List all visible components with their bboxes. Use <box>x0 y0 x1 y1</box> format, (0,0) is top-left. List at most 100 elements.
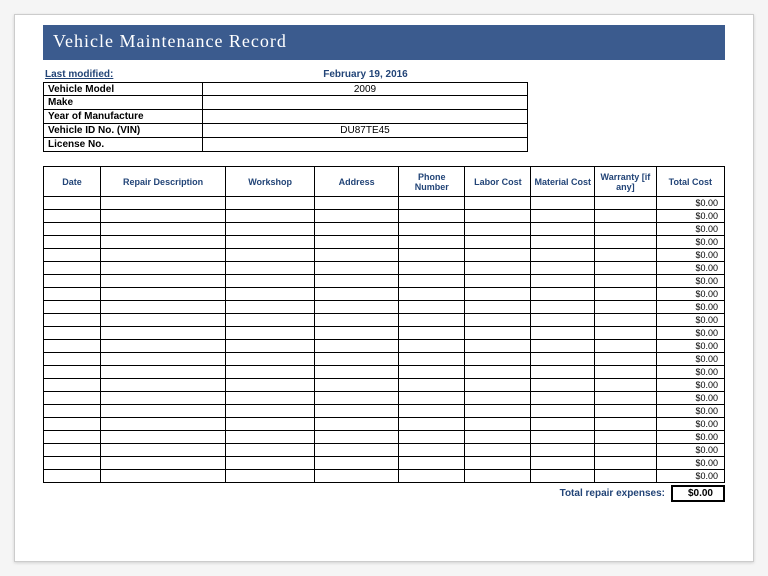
table-cell <box>226 405 315 418</box>
table-cell <box>595 392 656 405</box>
table-cell <box>315 470 399 483</box>
table-cell <box>531 288 595 301</box>
table-cell <box>315 418 399 431</box>
table-cell <box>399 457 465 470</box>
table-cell <box>226 418 315 431</box>
table-row: $0.00 <box>44 288 725 301</box>
table-cell <box>531 262 595 275</box>
table-cell <box>465 327 531 340</box>
table-header-row: DateRepair DescriptionWorkshopAddressPho… <box>44 167 725 197</box>
table-cell <box>100 392 225 405</box>
table-cell <box>531 353 595 366</box>
table-cell <box>531 210 595 223</box>
table-cell <box>399 210 465 223</box>
table-row: $0.00 <box>44 405 725 418</box>
table-cell <box>595 288 656 301</box>
table-cell <box>226 340 315 353</box>
table-cell <box>595 197 656 210</box>
table-cell <box>595 301 656 314</box>
table-cell <box>399 275 465 288</box>
license-value <box>203 138 528 152</box>
table-cell <box>595 353 656 366</box>
table-cell <box>465 444 531 457</box>
table-row: $0.00 <box>44 327 725 340</box>
table-cell <box>399 392 465 405</box>
table-cell <box>531 223 595 236</box>
table-row: $0.00 <box>44 379 725 392</box>
table-cell <box>531 457 595 470</box>
year-value <box>203 110 528 124</box>
table-cell <box>44 379 101 392</box>
table-cell <box>531 327 595 340</box>
table-row: $0.00 <box>44 262 725 275</box>
table-cell <box>315 275 399 288</box>
column-header: Workshop <box>226 167 315 197</box>
table-cell: $0.00 <box>656 366 724 379</box>
table-cell <box>226 327 315 340</box>
table-cell: $0.00 <box>656 327 724 340</box>
table-cell <box>465 470 531 483</box>
table-cell <box>465 405 531 418</box>
table-cell: $0.00 <box>656 444 724 457</box>
table-cell <box>315 301 399 314</box>
table-cell <box>595 431 656 444</box>
table-cell <box>315 431 399 444</box>
table-cell <box>226 249 315 262</box>
table-cell <box>44 405 101 418</box>
table-cell <box>531 418 595 431</box>
table-cell <box>226 314 315 327</box>
table-cell <box>226 366 315 379</box>
table-cell <box>465 223 531 236</box>
table-cell <box>44 197 101 210</box>
table-cell <box>100 275 225 288</box>
table-cell <box>100 236 225 249</box>
table-cell: $0.00 <box>656 236 724 249</box>
table-cell <box>531 379 595 392</box>
table-cell <box>226 379 315 392</box>
table-cell <box>226 288 315 301</box>
table-cell <box>465 314 531 327</box>
info-row-model: Vehicle Model 2009 <box>43 82 528 96</box>
table-cell <box>465 275 531 288</box>
table-cell <box>465 392 531 405</box>
table-cell <box>100 262 225 275</box>
table-cell <box>531 275 595 288</box>
vin-label: Vehicle ID No. (VIN) <box>43 124 203 138</box>
table-cell <box>315 262 399 275</box>
table-cell <box>44 314 101 327</box>
table-cell <box>315 197 399 210</box>
table-row: $0.00 <box>44 197 725 210</box>
table-cell <box>100 301 225 314</box>
table-cell <box>399 301 465 314</box>
table-cell <box>100 249 225 262</box>
table-cell <box>595 457 656 470</box>
table-cell <box>399 379 465 392</box>
table-cell <box>465 288 531 301</box>
table-cell <box>595 470 656 483</box>
table-cell <box>44 418 101 431</box>
table-cell <box>315 405 399 418</box>
table-cell: $0.00 <box>656 405 724 418</box>
table-cell <box>100 431 225 444</box>
table-cell <box>465 353 531 366</box>
table-cell: $0.00 <box>656 392 724 405</box>
table-cell <box>595 275 656 288</box>
table-row: $0.00 <box>44 457 725 470</box>
table-cell <box>465 457 531 470</box>
table-cell: $0.00 <box>656 418 724 431</box>
table-cell <box>465 418 531 431</box>
table-cell <box>595 236 656 249</box>
table-cell <box>315 249 399 262</box>
table-cell <box>44 301 101 314</box>
info-row-modified: Last modified: February 19, 2016 <box>43 68 528 82</box>
table-cell <box>465 431 531 444</box>
table-cell <box>315 457 399 470</box>
table-cell <box>226 444 315 457</box>
table-cell <box>226 223 315 236</box>
table-cell <box>44 236 101 249</box>
license-label: License No. <box>43 138 203 152</box>
table-cell <box>44 288 101 301</box>
table-cell: $0.00 <box>656 210 724 223</box>
table-cell <box>315 223 399 236</box>
table-cell: $0.00 <box>656 353 724 366</box>
